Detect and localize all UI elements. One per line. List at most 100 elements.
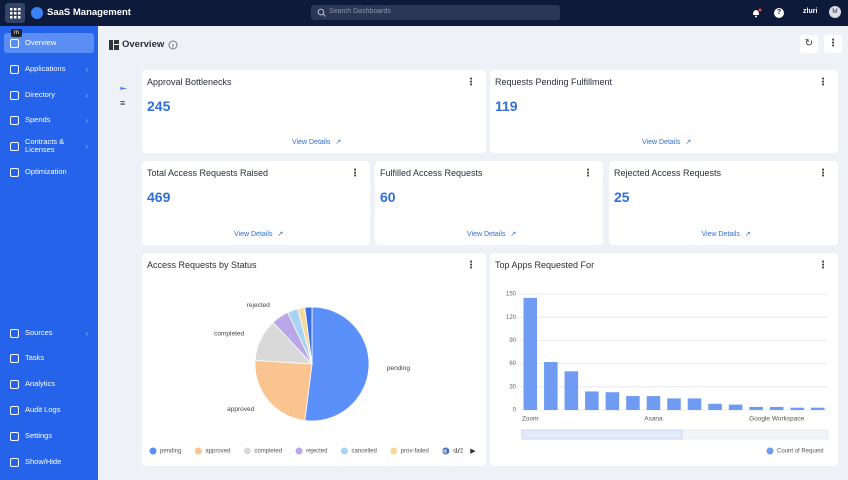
grid-icon — [10, 8, 21, 19]
nav-icon — [10, 90, 19, 100]
dashboard-icon — [109, 40, 119, 50]
nav-icon — [10, 457, 19, 467]
link-arrow: ↗ — [335, 139, 342, 146]
nav-label: Optimization — [25, 167, 67, 176]
nav-item[interactable]: Show/Hide — [4, 452, 94, 472]
more-button[interactable]: ⋮ — [824, 35, 842, 53]
header: m SaaS Management Search Dashboards ? zl… — [0, 0, 848, 37]
search-icon — [317, 8, 326, 17]
nav-label: Applications — [25, 64, 66, 73]
kpi-title: Requests Pending Fulfillment — [495, 77, 613, 87]
nav-item[interactable]: Contracts & Licenses › — [4, 136, 94, 156]
logo — [31, 7, 43, 19]
nav-label: Contracts & Licenses — [25, 137, 65, 154]
search-box[interactable]: Search Dashboards — [311, 5, 560, 20]
kpi-value: 245 — [147, 98, 171, 114]
nav-item[interactable]: Sources › — [4, 323, 94, 343]
kpi-card: Total Access Requests Raised ⋮ 469 View Det… — [142, 161, 370, 245]
nav-item[interactable]: Applications › — [4, 59, 94, 79]
nav-label: Sources — [25, 328, 53, 337]
refresh-button[interactable]: ↻ — [800, 35, 818, 53]
search-placeholder: Search Dashboards — [329, 8, 391, 15]
nav-chevron: › — [85, 115, 88, 125]
nav-icon — [10, 353, 19, 363]
collapse-icon[interactable]: ⇤ — [120, 84, 127, 93]
nav-icon — [10, 405, 19, 415]
filter-icon[interactable]: ≡ — [120, 98, 126, 108]
nav-chevron: › — [85, 328, 88, 338]
main: Overview ↻ ⋮ ⇤ ≡ — [98, 26, 848, 480]
link-arrow: ↗ — [685, 139, 692, 146]
app-title: SaaS Management — [47, 7, 131, 18]
tooltip: m — [11, 29, 22, 37]
nav-item[interactable]: Optimization — [4, 162, 94, 182]
link-arrow: ↗ — [277, 231, 284, 238]
nav-icon — [10, 328, 19, 338]
nav-icon — [10, 141, 19, 151]
brand: zluri — [803, 8, 818, 15]
nav-item[interactable]: Directory › — [4, 85, 94, 105]
avatar[interactable]: M — [829, 6, 841, 18]
kpi-value: 469 — [147, 189, 171, 205]
link-text: View Details — [642, 139, 681, 146]
nav-chevron: › — [85, 64, 88, 74]
nav-item[interactable]: Settings — [4, 426, 94, 446]
kpi-value: 25 — [614, 189, 630, 205]
kpi-value: 119 — [495, 98, 518, 114]
kebab-menu[interactable]: ⋮ — [818, 77, 828, 88]
view-details-link[interactable]: View Details ↗ — [467, 230, 516, 238]
nav-label: Tasks — [25, 353, 45, 362]
nav-icon — [10, 431, 19, 441]
nav-chevron: › — [85, 141, 88, 151]
nav-item[interactable]: Overview — [4, 33, 94, 53]
kpi-title: Fulfilled Access Requests — [380, 168, 483, 178]
kpi-value: 60 — [380, 189, 396, 205]
info-icon[interactable] — [168, 40, 178, 50]
view-details-link[interactable]: View Details ↗ — [234, 230, 283, 238]
apps-button[interactable] — [5, 3, 25, 23]
kebab-menu[interactable]: ⋮ — [818, 260, 828, 271]
nav-icon — [10, 64, 19, 74]
link-arrow: ↗ — [510, 231, 517, 238]
kebab-menu[interactable]: ⋮ — [818, 168, 828, 179]
link-arrow: ↗ — [744, 231, 751, 238]
nav-label: Directory — [25, 90, 56, 99]
kpi-card: Approval Bottlenecks ⋮ 245 View Details ↗ — [142, 70, 486, 153]
kebab-menu[interactable]: ⋮ — [583, 168, 593, 179]
nav-label: Overview — [25, 38, 57, 47]
kpi-card: Fulfilled Access Requests ⋮ 60 View Details… — [375, 161, 603, 245]
kpi-title: Approval Bottlenecks — [147, 77, 232, 87]
nav-icon — [10, 379, 19, 389]
sidebar: Overview Applications › Directory › Spends › Co… — [0, 26, 98, 480]
link-text: View Details — [467, 231, 506, 238]
nav-icon — [10, 38, 19, 48]
kebab-menu[interactable]: ⋮ — [350, 168, 360, 179]
chart-title: Top Apps Requested For — [495, 260, 595, 270]
kpi-card: Rejected Access Requests ⋮ 25 View Details ↗ — [609, 161, 838, 245]
kpi-card: Requests Pending Fulfillment ⋮ 119 View Det… — [490, 70, 838, 153]
view-details-link[interactable]: View Details ↗ — [702, 230, 751, 238]
nav-icon — [10, 115, 19, 125]
chart-title: Access Requests by Status — [147, 260, 257, 270]
link-text: View Details — [701, 231, 740, 238]
kebab-menu[interactable]: ⋮ — [466, 260, 476, 271]
chart-card: Top Apps Requested For ⋮ — [490, 253, 838, 466]
nav-chevron: › — [85, 90, 88, 100]
link-text: View Details — [292, 139, 331, 146]
bell-icon[interactable] — [750, 7, 762, 19]
nav-label: Analytics — [25, 379, 56, 388]
view-details-link[interactable]: View Details ↗ — [292, 138, 341, 146]
nav-item[interactable]: Tasks — [4, 348, 94, 368]
kebab-menu[interactable]: ⋮ — [466, 77, 476, 88]
chart-card: Access Requests by Status ⋮ — [142, 253, 486, 466]
page-title: Overview — [122, 39, 165, 50]
nav-icon — [10, 167, 19, 177]
help-icon[interactable]: ? — [774, 8, 784, 18]
kpi-title: Total Access Requests Raised — [147, 168, 269, 178]
nav-item[interactable]: Spends › — [4, 110, 94, 130]
nav-label: Settings — [25, 431, 53, 440]
nav-item[interactable]: Audit Logs — [4, 400, 94, 420]
nav-item[interactable]: Analytics — [4, 374, 94, 394]
view-details-link[interactable]: View Details ↗ — [642, 138, 691, 146]
